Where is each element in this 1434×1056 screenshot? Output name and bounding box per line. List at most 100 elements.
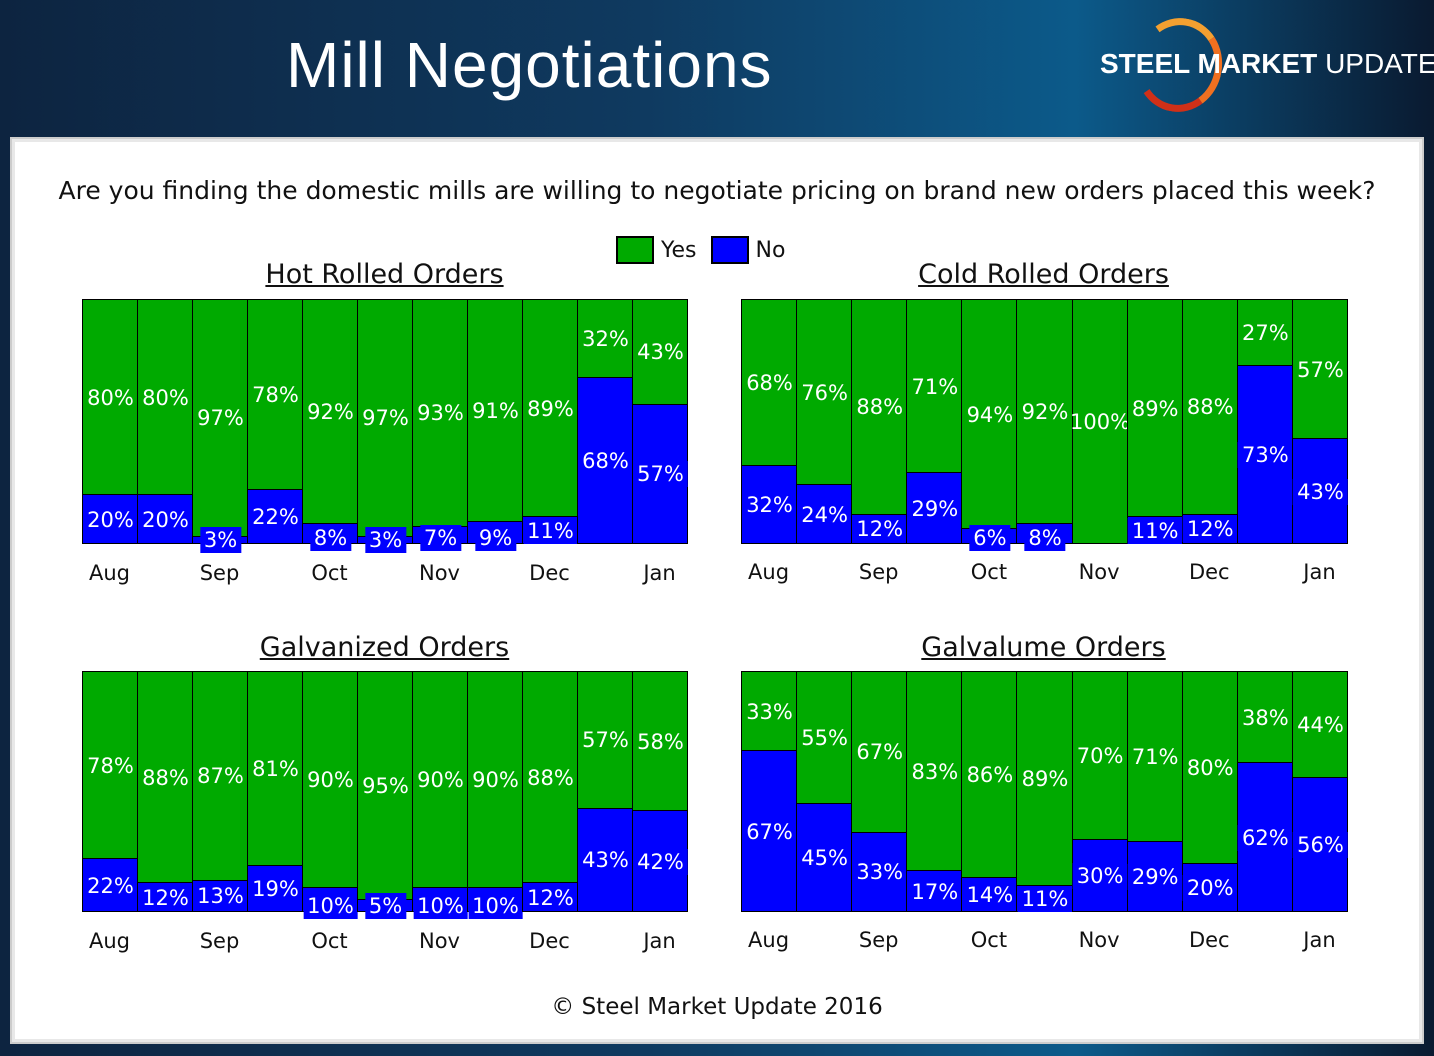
data-label-yes: 71% (911, 374, 959, 399)
data-label-no: 20% (1182, 875, 1238, 901)
legend: Yes No (616, 236, 785, 264)
plot-area: 80% 20% 80% 20% 97% 3% 78% 22% 92% 8% 97% 3% 93% 7% 91… (82, 299, 688, 554)
legend-label-yes: Yes (661, 237, 697, 263)
x-tick-label: Aug (88, 561, 131, 585)
bar-yes (577, 299, 633, 379)
data-label-no: 8% (1024, 525, 1066, 551)
bar-yes (1236, 299, 1293, 366)
data-label-no: 24% (797, 501, 852, 528)
data-label-yes: 80% (142, 385, 189, 410)
copyright-footer: © Steel Market Update 2016 (551, 994, 883, 1020)
x-tick-label: Sep (858, 560, 899, 584)
bar-yes (1016, 671, 1073, 886)
data-label-yes: 88% (856, 395, 904, 420)
data-label-yes: 27% (1242, 320, 1289, 345)
bar-yes (741, 671, 798, 752)
data-label-no: 67% (742, 818, 797, 845)
data-label-no: 45% (797, 845, 852, 871)
data-label-no: 13% (193, 883, 248, 910)
data-label-yes: 100% (1070, 410, 1131, 434)
x-tick-label: Jan (1303, 928, 1336, 952)
data-label-yes: 90% (307, 768, 354, 792)
logo-text-bold: STEEL MARKET (1100, 48, 1318, 79)
plot-area: 68% 32% 76% 24% 88% 12% 71% 29% 94% 6% 92% 8% 100% 89… (741, 299, 1348, 551)
chart-title: Hot Rolled Orders (265, 259, 504, 290)
data-label-yes: 97% (362, 406, 409, 431)
data-label-yes: 89% (527, 396, 574, 421)
data-label-no: 14% (962, 882, 1018, 909)
x-tick-label: Jan (643, 561, 676, 585)
data-label-no: 11% (1017, 885, 1073, 912)
survey-question: Are you finding the domestic mills are w… (58, 176, 1376, 205)
bar-yes (522, 299, 578, 518)
bar-yes (796, 299, 853, 486)
data-label-yes: 71% (1131, 745, 1179, 770)
data-label-no: 20% (83, 506, 138, 533)
x-tick-label: Aug (748, 928, 790, 952)
x-tick-label: Nov (419, 561, 460, 585)
data-label-no: 12% (852, 516, 908, 543)
data-label-yes: 80% (1186, 756, 1234, 780)
data-label-no: 57% (633, 461, 688, 488)
data-label-no: 12% (523, 884, 578, 911)
data-label-yes: 81% (252, 757, 299, 782)
bar-yes (302, 671, 358, 888)
data-label-no: 9% (474, 525, 517, 551)
data-label-yes: 87% (197, 764, 244, 789)
x-tick-label: Oct (970, 560, 1008, 584)
data-label-no: 10% (303, 893, 358, 919)
legend-swatch-yes (616, 236, 654, 264)
data-label-no: 29% (1127, 864, 1183, 891)
chart-title: Galvalume Orders (921, 632, 1166, 663)
bar-yes (632, 671, 688, 812)
x-tick-label: Sep (199, 929, 240, 953)
bar-yes (1071, 299, 1128, 544)
data-label-yes: 88% (142, 765, 189, 790)
x-tick-label: Oct (311, 561, 348, 585)
bar-yes (906, 671, 963, 872)
data-label-yes: 86% (966, 763, 1014, 788)
steel-market-update-logo: STEEL MARKET UPDATE (1096, 11, 1434, 119)
plot-area: 78% 22% 88% 12% 87% 13% 81% 19% 90% 10% 95% 5% 90% 10… (82, 671, 688, 919)
data-label-yes: 58% (637, 729, 684, 754)
data-label-no: 29% (907, 495, 963, 522)
data-label-no: 43% (578, 847, 633, 874)
x-tick-label: Nov (1078, 928, 1120, 952)
chart-title: Galvanized Orders (259, 632, 510, 663)
data-label-no: 22% (248, 504, 303, 531)
data-label-yes: 78% (87, 753, 134, 778)
data-label-no: 10% (413, 893, 468, 919)
data-label-no: 3% (199, 527, 242, 554)
data-label-no: 11% (1127, 517, 1183, 544)
x-tick-label: Dec (529, 561, 570, 585)
data-label-no: 6% (969, 525, 1011, 551)
bar-yes (1236, 671, 1293, 764)
data-label-no: 8% (309, 525, 352, 551)
data-label-yes: 78% (252, 383, 299, 408)
data-label-yes: 55% (801, 726, 848, 750)
data-label-yes: 95% (362, 774, 409, 798)
data-label-no: 12% (138, 884, 193, 911)
data-label-yes: 91% (472, 399, 519, 424)
x-tick-label: Aug (88, 929, 131, 953)
x-tick-label: Dec (529, 929, 570, 953)
data-label-yes: 93% (417, 401, 464, 426)
data-label-yes: 88% (1186, 395, 1234, 420)
data-label-yes: 76% (801, 380, 848, 405)
bar-yes (247, 671, 303, 867)
data-label-no: 3% (364, 527, 407, 554)
data-label-no: 19% (248, 876, 303, 903)
data-label-no: 43% (1293, 478, 1348, 505)
data-label-yes: 57% (1297, 357, 1344, 382)
x-tick-label: Jan (643, 929, 676, 953)
plot-area: 33% 67% 55% 45% 67% 33% 83% 17% 86% 14% 89% 11% 70% 3… (741, 671, 1348, 912)
data-label-yes: 33% (746, 699, 793, 724)
x-tick-label: Nov (419, 929, 460, 953)
legend-swatch-no (710, 236, 749, 264)
bar-yes (1126, 671, 1183, 843)
data-label-yes: 38% (1242, 705, 1289, 730)
bar-yes (357, 671, 413, 900)
legend-label-no: No (755, 237, 786, 263)
data-label-no: 42% (633, 848, 688, 875)
bar-yes (632, 299, 688, 405)
